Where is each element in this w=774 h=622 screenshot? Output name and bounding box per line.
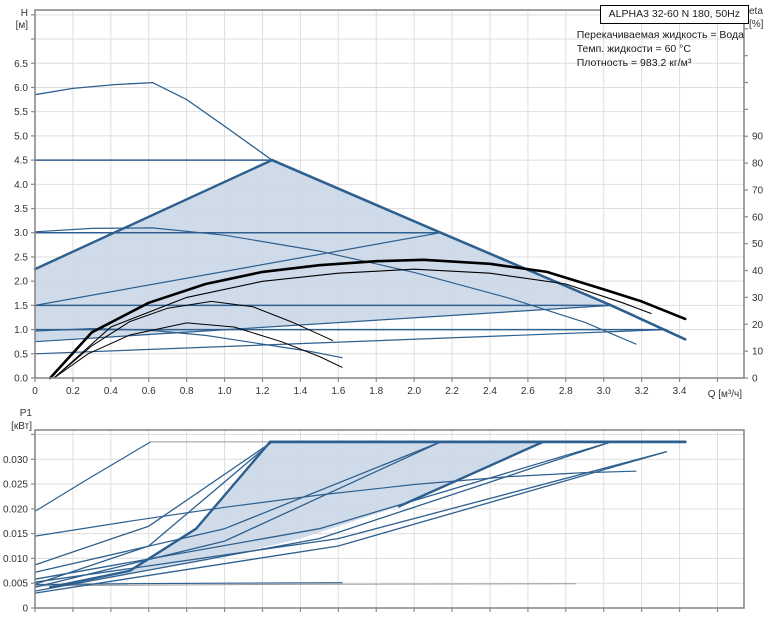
- y-left-tick-label: 5.0: [14, 131, 28, 142]
- y-right-tick-label: 90: [752, 132, 764, 143]
- x-tick-label: 0.8: [180, 386, 194, 397]
- y-left-axis-title: [м]: [16, 20, 29, 31]
- p1-max-rise: [34, 441, 152, 512]
- y-left-tick-label: 0.030: [3, 455, 28, 466]
- p1-speed-curve-2: [34, 470, 637, 537]
- y-right-axis-title: eta: [749, 6, 763, 17]
- p1-prop-3.0: [34, 441, 442, 588]
- y-right-tick-label: 30: [752, 293, 764, 304]
- x-tick-label: 0: [32, 386, 38, 397]
- y-left-tick-label: 1.5: [14, 301, 28, 312]
- y-left-tick-label: 2.0: [14, 277, 28, 288]
- info-line-density: Плотность = 983.2 кг/м³: [576, 57, 692, 69]
- x-tick-label: 1.2: [256, 386, 270, 397]
- speed-curve-2: [34, 227, 637, 345]
- p1-prop-1.0: [34, 451, 667, 594]
- prop-pressure-1.5: [34, 304, 612, 343]
- p1-const-3.0: [34, 441, 442, 573]
- x-tick-label: 2.0: [407, 386, 421, 397]
- x-tick-label: 1.6: [331, 386, 345, 397]
- y-left-tick-label: 1.0: [14, 325, 28, 336]
- y-left-tick-label: 4.0: [14, 180, 28, 191]
- x-tick-label: 1.0: [218, 386, 232, 397]
- x-axis-title: Q [м³/ч]: [708, 389, 743, 400]
- info-line-fluid: Перекачиваемая жидкость = Вода: [576, 29, 744, 41]
- x-tick-label: 2.8: [559, 386, 573, 397]
- y-left-tick-label: 3.0: [14, 228, 28, 239]
- eta-curve-mid: [53, 300, 334, 379]
- y-left-axis-title: H: [21, 8, 28, 19]
- y-right-tick-label: 50: [752, 239, 764, 250]
- x-tick-label: 2.4: [483, 386, 497, 397]
- y-left-tick-label: 0.010: [3, 554, 28, 565]
- y-left-axis-title: P1: [20, 408, 33, 419]
- prop-pressure-1.0: [34, 329, 667, 355]
- p1-const-1.5: [34, 441, 612, 580]
- pump-title: ALPHA3 32-60 N 180, 50Hz: [608, 8, 740, 20]
- y-left-tick-label: 0.020: [3, 504, 28, 515]
- y-left-tick-label: 5.5: [14, 107, 28, 118]
- y-left-tick-label: 6.0: [14, 83, 28, 94]
- y-left-tick-label: 0.015: [3, 529, 28, 540]
- pump-title-box: ALPHA3 32-60 N 180, 50Hz: [599, 5, 749, 24]
- duty-range: [35, 160, 686, 342]
- p1-const-4.5: [34, 441, 273, 566]
- x-tick-label: 3.4: [673, 386, 687, 397]
- y-right-tick-label: 40: [752, 266, 764, 277]
- eta-curve-min: [53, 322, 343, 379]
- info-line-temp: Темп. жидкости = 60 °C: [576, 43, 691, 55]
- plot-frame: [34, 9, 745, 379]
- p1-min-curve: [34, 582, 343, 586]
- p1-duty-edge-right: [397, 440, 545, 508]
- max-curve: [34, 81, 273, 161]
- y-right-axis-title: [%]: [749, 19, 764, 30]
- eta-curve-max: [48, 258, 687, 380]
- y-right-tick-label: 20: [752, 320, 764, 331]
- y-left-tick-label: 4.5: [14, 156, 28, 167]
- x-tick-label: 0.2: [66, 386, 80, 397]
- y-left-tick-label: 6.5: [14, 59, 28, 70]
- x-tick-label: 0.6: [142, 386, 156, 397]
- y-right-tick-label: 80: [752, 159, 764, 170]
- x-tick-label: 2.2: [445, 386, 459, 397]
- y-left-tick-label: 2.5: [14, 252, 28, 263]
- y-right-tick-label: 60: [752, 212, 764, 223]
- plot-frame: [34, 429, 745, 609]
- p1-prop-1.5: [34, 441, 612, 592]
- duty-range-power: [50, 441, 544, 588]
- min-curve: [34, 328, 343, 359]
- x-tick-label: 0.4: [104, 386, 118, 397]
- pump-info-block: Перекачиваемая жидкость = Вода Темп. жид…: [577, 28, 744, 70]
- x-tick-label: 2.6: [521, 386, 535, 397]
- x-tick-label: 3.0: [597, 386, 611, 397]
- eta-curve-2: [53, 268, 652, 379]
- prop-pressure-4.5: [33, 158, 274, 271]
- y-left-tick-label: 0.005: [3, 579, 28, 590]
- x-tick-label: 1.4: [293, 386, 307, 397]
- y-left-tick-label: 0.025: [3, 480, 28, 491]
- y-left-tick-label: 0: [22, 604, 28, 615]
- y-left-axis-title: [кВт]: [11, 421, 32, 432]
- y-left-tick-label: 3.5: [14, 204, 28, 215]
- x-tick-label: 3.2: [635, 386, 649, 397]
- y-left-tick-label: 0.0: [14, 374, 28, 385]
- y-left-tick-label: 0.5: [14, 349, 28, 360]
- y-right-tick-label: 70: [752, 185, 764, 196]
- x-tick-label: 1.8: [369, 386, 383, 397]
- p1-duty-edge-steep: [49, 440, 272, 589]
- p1-min-flat: [34, 583, 576, 587]
- prop-pressure-3.0: [34, 232, 442, 306]
- y-right-tick-label: 10: [752, 347, 764, 358]
- y-right-tick-label: 0: [752, 374, 758, 385]
